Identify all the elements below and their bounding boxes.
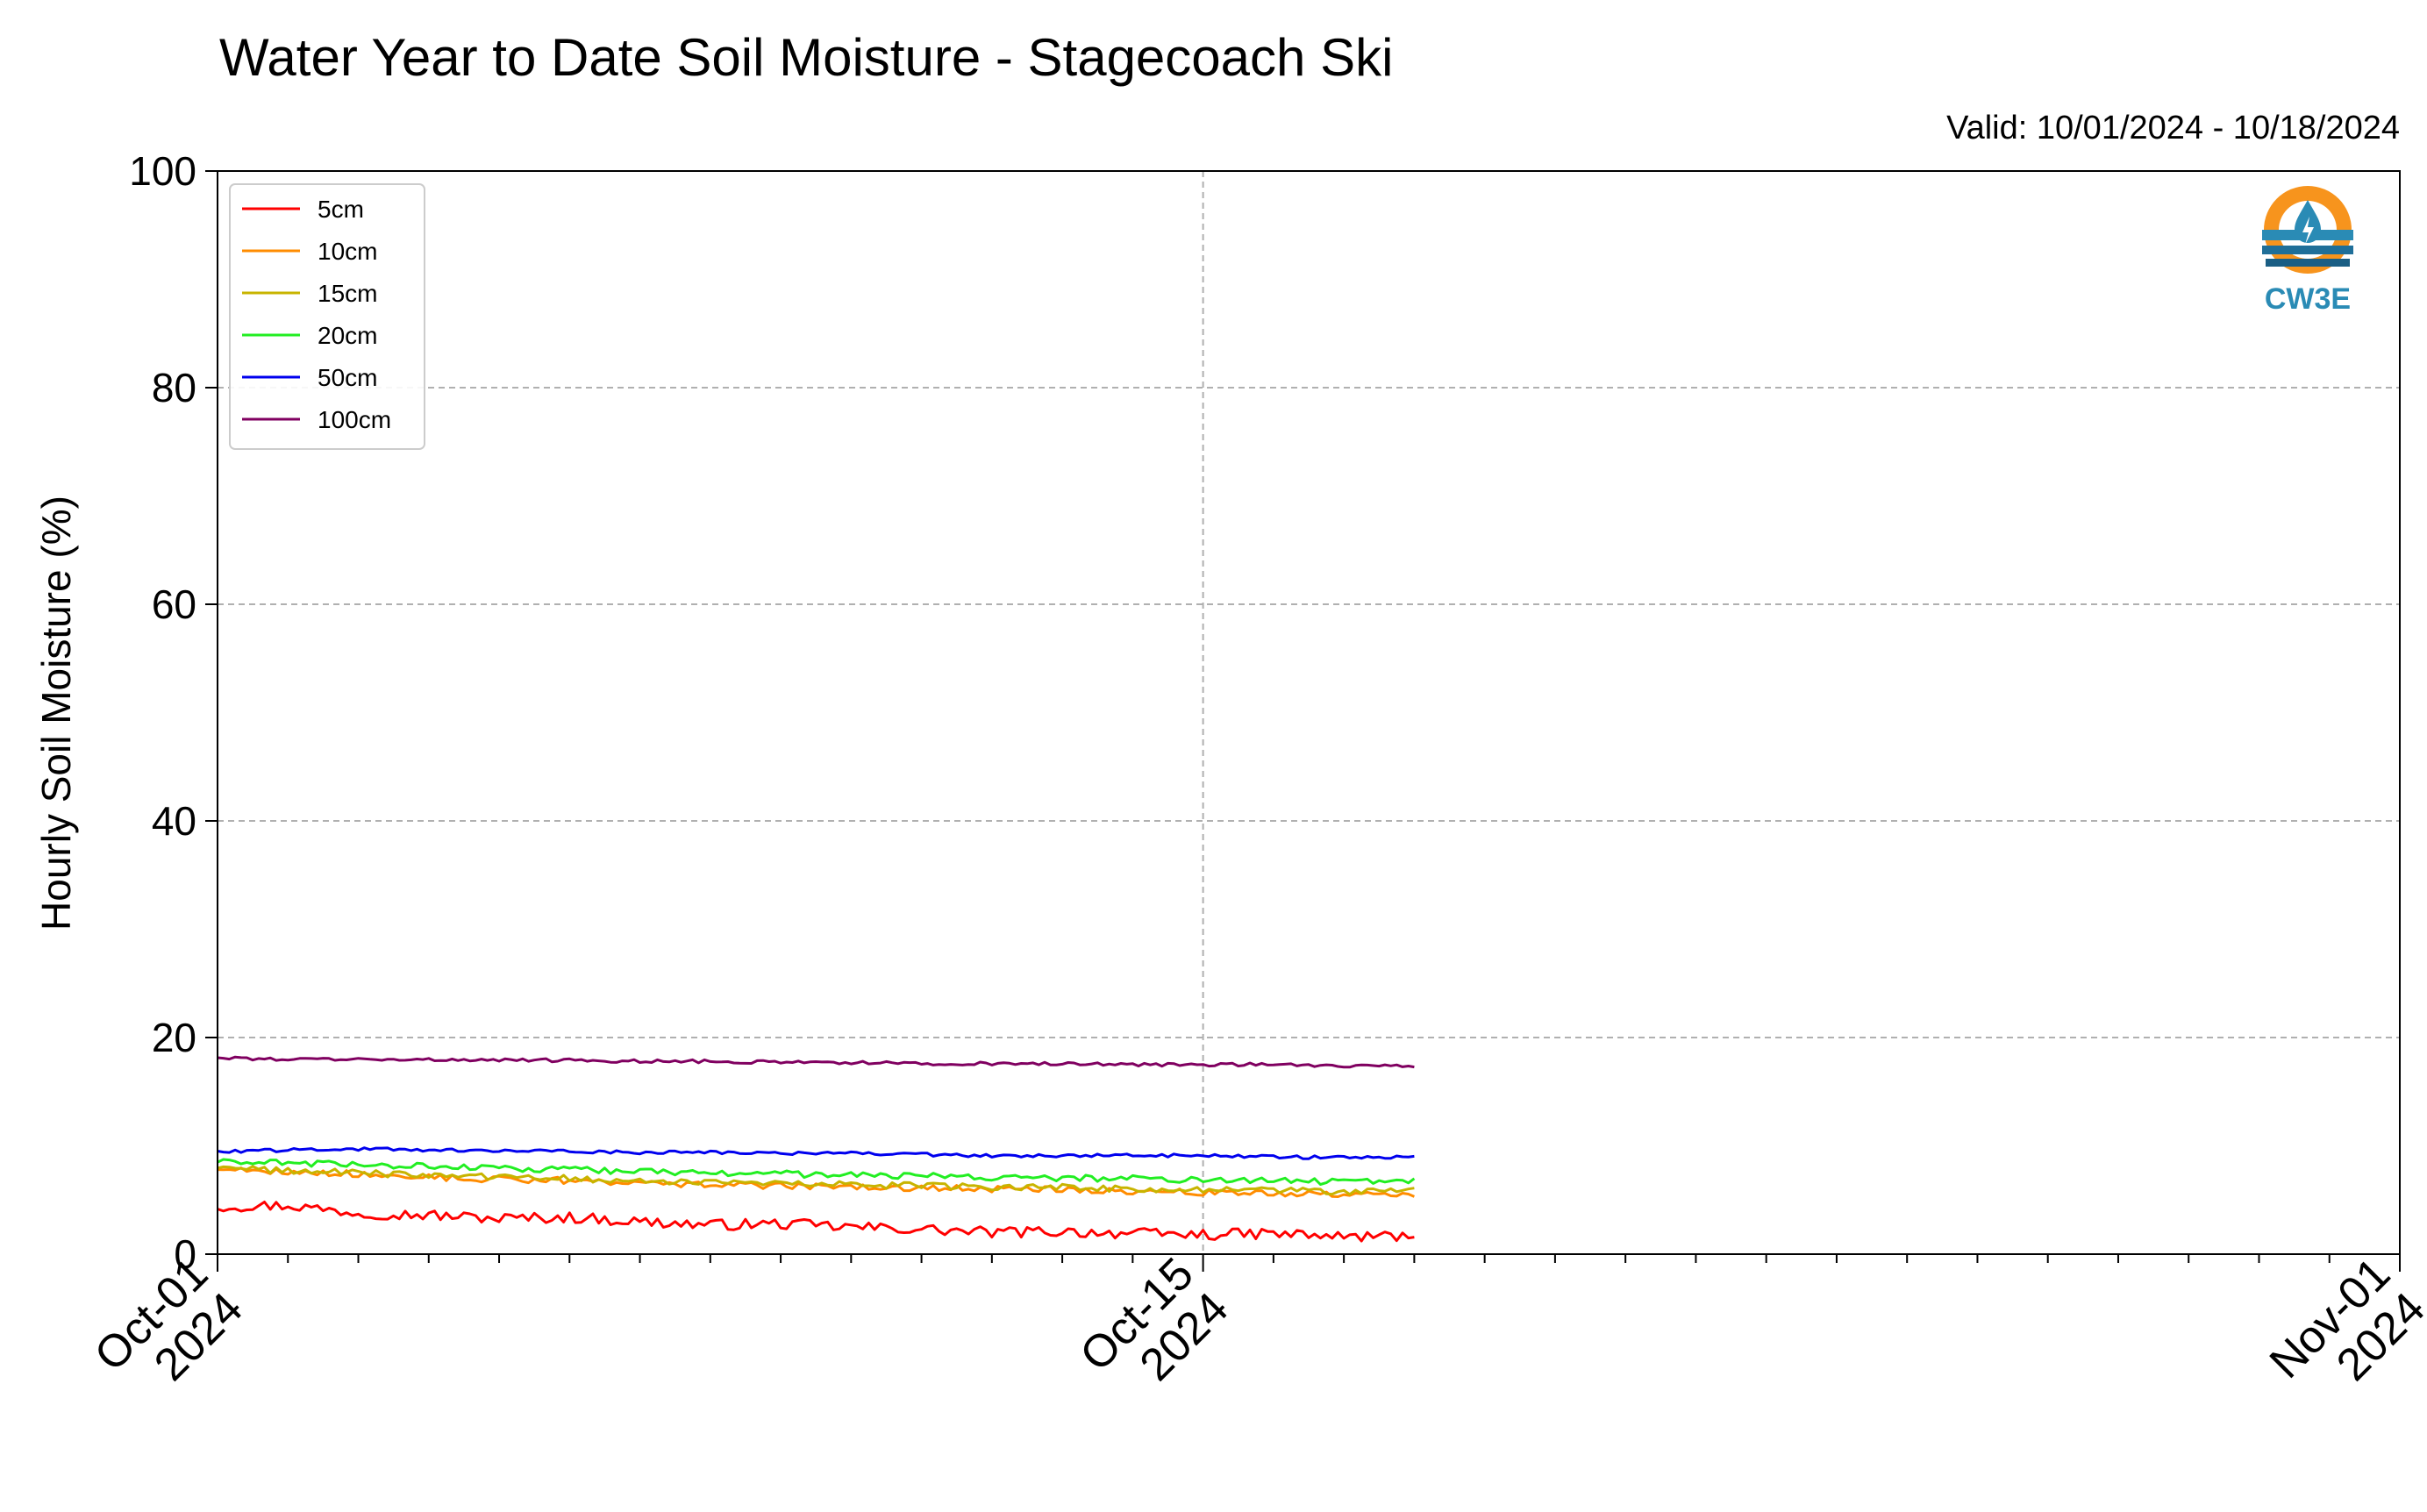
plot-frame [217, 170, 2401, 1255]
legend-label: 15cm [318, 280, 377, 307]
legend-label: 50cm [318, 364, 377, 391]
logo-bolt-icon [2302, 217, 2314, 245]
series-lines [217, 1055, 1416, 1243]
y-tick-label: 60 [152, 581, 196, 627]
legend-label: 100cm [318, 406, 391, 433]
series-line-50cm [217, 1146, 1415, 1160]
y-axis-label: Hourly Soil Moisture (%) [33, 496, 79, 931]
cw3e-logo: CW3E [2262, 186, 2353, 316]
series-line-100cm [217, 1055, 1415, 1069]
y-tick-label: 0 [174, 1231, 196, 1277]
legend-label: 5cm [318, 196, 364, 223]
logo-text: CW3E [2265, 282, 2351, 316]
logo-wave-icon-3 [2266, 259, 2350, 267]
legend: 5cm 10cm 15cm 20cm 50cm 100cm [229, 183, 425, 450]
y-tick-label: 20 [152, 1015, 196, 1060]
series-line-15cm [217, 1165, 1415, 1196]
series-line-20cm [217, 1158, 1416, 1186]
series-line-5cm [217, 1201, 1415, 1243]
y-tick-label: 80 [152, 365, 196, 410]
legend-label: 20cm [318, 322, 377, 349]
logo-wave-icon-2 [2262, 246, 2353, 254]
legend-label: 10cm [318, 238, 377, 265]
chart-title: Water Year to Date Soil Moisture - Stage… [219, 28, 1393, 87]
grid-lines [218, 171, 2400, 1254]
chart-subtitle: Valid: 10/01/2024 - 10/18/2024 [1946, 110, 2400, 146]
y-tick-label: 40 [152, 798, 196, 844]
y-tick-label: 100 [129, 148, 196, 194]
